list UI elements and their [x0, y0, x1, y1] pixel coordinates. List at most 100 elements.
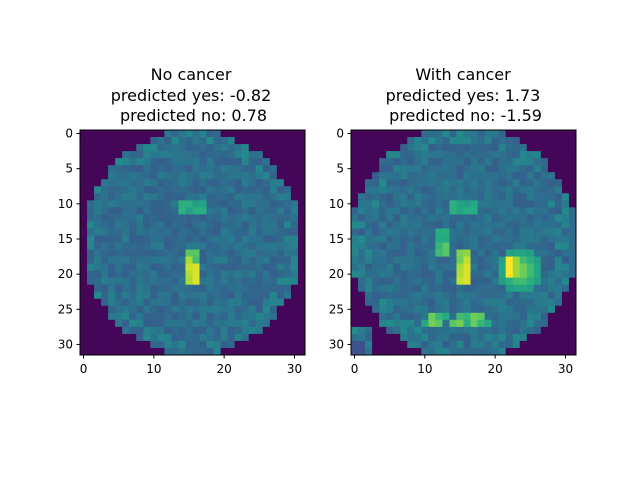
heatmap-cell [526, 158, 535, 166]
heatmap-cell [540, 263, 549, 272]
heatmap-cell [234, 347, 243, 356]
heatmap-cell [442, 130, 450, 138]
heatmap-cell [421, 242, 429, 250]
heatmap-cell [386, 200, 394, 208]
heatmap-cell [456, 298, 464, 307]
heatmap-cell [122, 151, 130, 159]
heatmap-cell [463, 137, 471, 145]
heatmap-cell [192, 270, 200, 279]
heatmap-cell [101, 340, 109, 349]
heatmap-cell [435, 228, 443, 236]
heatmap-cell [227, 340, 236, 349]
heatmap-cell [185, 256, 193, 264]
heatmap-cell [129, 207, 137, 215]
heatmap-cell [171, 333, 179, 342]
heatmap-cell [297, 165, 306, 173]
heatmap-cell [136, 130, 144, 138]
heatmap-cell [498, 298, 507, 307]
heatmap-cell [428, 263, 436, 272]
heatmap-cell [505, 193, 514, 201]
heatmap-cell [428, 228, 436, 236]
x-tick-label: 20 [488, 362, 503, 376]
heatmap-cell [414, 214, 422, 222]
heatmap-cell [220, 312, 229, 321]
heatmap-cell [407, 305, 415, 314]
heatmap-cell [192, 291, 200, 300]
heatmap-cell [290, 193, 299, 201]
heatmap-cell [129, 186, 137, 194]
heatmap-cell [269, 221, 278, 229]
heatmap-cell [351, 165, 359, 173]
heatmap-cell [491, 347, 500, 356]
heatmap-cell [470, 305, 478, 314]
heatmap-cell [568, 193, 577, 201]
heatmap-cell [365, 193, 373, 201]
heatmap-cell [442, 333, 450, 342]
heatmap-cell [505, 340, 514, 349]
heatmap-cell [477, 193, 485, 201]
heatmap-cell [435, 242, 443, 250]
heatmap-cell [372, 333, 380, 342]
heatmap-cell [484, 214, 493, 222]
heatmap-cell [276, 284, 285, 293]
heatmap-cell [407, 200, 415, 208]
heatmap-cell [94, 333, 102, 342]
heatmap-cell [115, 179, 123, 187]
heatmap-cell [477, 228, 485, 236]
heatmap-cell [262, 312, 271, 321]
heatmap-cell [269, 186, 278, 194]
heatmap-cell [435, 172, 443, 180]
heatmap-cell [533, 312, 542, 321]
heatmap-cell [87, 291, 95, 300]
heatmap-cell [428, 242, 436, 250]
heatmap-cell [428, 172, 436, 180]
heatmap-cell [150, 235, 158, 243]
heatmap-cell [400, 340, 408, 349]
heatmap-cell [297, 172, 306, 180]
heatmap-cell [456, 172, 464, 180]
heatmap-cell [178, 319, 186, 328]
heatmap-cell [547, 326, 556, 335]
heatmap-cell [512, 270, 521, 279]
heatmap-cell [484, 228, 493, 236]
heatmap-cell [185, 130, 193, 138]
heatmap-cell [115, 319, 123, 328]
heatmap-cell [365, 221, 373, 229]
heatmap-cell [87, 277, 95, 286]
heatmap-cell [568, 270, 577, 279]
heatmap-cell [213, 228, 222, 236]
heatmap-cell [568, 221, 577, 229]
heatmap-cell [164, 340, 172, 349]
heatmap-cell [276, 144, 285, 152]
heatmap-cell [358, 249, 366, 257]
heatmap-cell [547, 284, 556, 293]
heatmap-cell [136, 305, 144, 314]
heatmap-cell [185, 207, 193, 215]
heatmap-cell [94, 291, 102, 300]
heatmap-cell [129, 298, 137, 307]
heatmap-cell [470, 179, 478, 187]
heatmap-cell [386, 165, 394, 173]
heatmap-cell [178, 214, 186, 222]
heatmap-cell [206, 221, 214, 229]
heatmap-cell [533, 179, 542, 187]
heatmap-cell [491, 221, 500, 229]
heatmap-cell [129, 256, 137, 264]
heatmap-cell [178, 333, 186, 342]
heatmap-cell [407, 298, 415, 307]
heatmap-cell [470, 200, 478, 208]
heatmap-cell [449, 256, 457, 264]
heatmap-cell [262, 172, 271, 180]
heatmap-cell [199, 347, 207, 356]
heatmap-cell [435, 291, 443, 300]
heatmap-cell [547, 256, 556, 264]
heatmap-cell [372, 130, 380, 138]
heatmap-cell [157, 305, 165, 314]
heatmap-cell [456, 326, 464, 335]
heatmap-cell [533, 256, 542, 264]
heatmap-cell [290, 284, 299, 293]
heatmap-cell [372, 263, 380, 272]
heatmap-cell [470, 235, 478, 243]
heatmap-cell [164, 347, 172, 356]
heatmap-cell [178, 270, 186, 279]
